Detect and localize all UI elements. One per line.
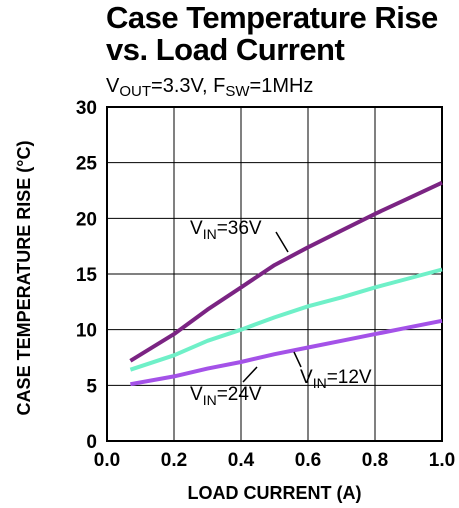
- label-36v-sub: IN: [203, 226, 217, 242]
- series-label-vin-36v: VIN=36V: [190, 218, 262, 242]
- y-tick-label-2: 10: [76, 321, 97, 342]
- label-24v-main: V: [190, 384, 203, 405]
- label-36v-main: V: [190, 218, 203, 239]
- series-line-vin-12v: [130, 318, 443, 387]
- y-tick-label-0: 0: [86, 432, 97, 453]
- plot-frame: [106, 106, 443, 442]
- chart-title-line-1: Case Temperature Rise: [106, 0, 438, 35]
- tick-labels: 0.0 0.2 0.4 0.6 0.8 1.0 0 5 10 15 20 25 30: [76, 98, 455, 471]
- leader-12v: [293, 351, 302, 368]
- subtitle-v: V: [106, 75, 120, 97]
- subtitle-v-sub: OUT: [119, 83, 152, 100]
- label-36v-rest: =36V: [217, 218, 262, 239]
- label-leader-lines: [242, 231, 302, 383]
- label-12v-rest: =12V: [327, 367, 372, 388]
- x-tick-label-5: 1.0: [429, 450, 455, 471]
- subtitle-f-sub: SW: [225, 83, 250, 100]
- series-label-vin-24v: VIN=24V: [190, 384, 262, 408]
- x-tick-label-4: 0.8: [362, 450, 388, 471]
- label-12v-sub: IN: [313, 375, 327, 391]
- grid-lines: [107, 107, 442, 441]
- series-line-vin-24v: [129, 267, 443, 372]
- y-tick-label-5: 25: [76, 154, 98, 175]
- x-axis-label: LOAD CURRENT (A): [188, 483, 362, 503]
- label-24v-sub: IN: [203, 392, 217, 408]
- y-tick-label-6: 30: [76, 98, 97, 119]
- leader-36v: [275, 231, 289, 253]
- y-tick-label-4: 20: [76, 209, 97, 230]
- series-lines: [129, 180, 443, 387]
- x-tick-label-2: 0.4: [228, 450, 255, 471]
- subtitle-v-val: =3.3V,: [151, 75, 214, 97]
- series-line-vin-36v: [129, 180, 443, 363]
- label-24v-rest: =24V: [217, 384, 262, 405]
- x-tick-label-1: 0.2: [161, 450, 187, 471]
- y-axis-label: CASE TEMPERATURE RISE (°C): [14, 141, 34, 416]
- subtitle-f: F: [213, 75, 226, 97]
- y-tick-label-1: 5: [86, 376, 97, 397]
- subtitle-f-val: =1MHz: [249, 75, 314, 97]
- x-tick-label-0: 0.0: [94, 450, 120, 471]
- chart-title: Case Temperature Rise vs. Load Current: [106, 2, 438, 66]
- label-12v-main: V: [300, 367, 313, 388]
- series-label-vin-12v: VIN=12V: [300, 367, 372, 391]
- chart-subtitle: VOUT=3.3V, FSW=1MHz: [106, 74, 313, 104]
- x-tick-label-3: 0.6: [295, 450, 321, 471]
- y-tick-label-3: 15: [76, 265, 98, 286]
- leader-24v: [242, 366, 258, 383]
- chart-title-line-2: vs. Load Current: [106, 32, 345, 67]
